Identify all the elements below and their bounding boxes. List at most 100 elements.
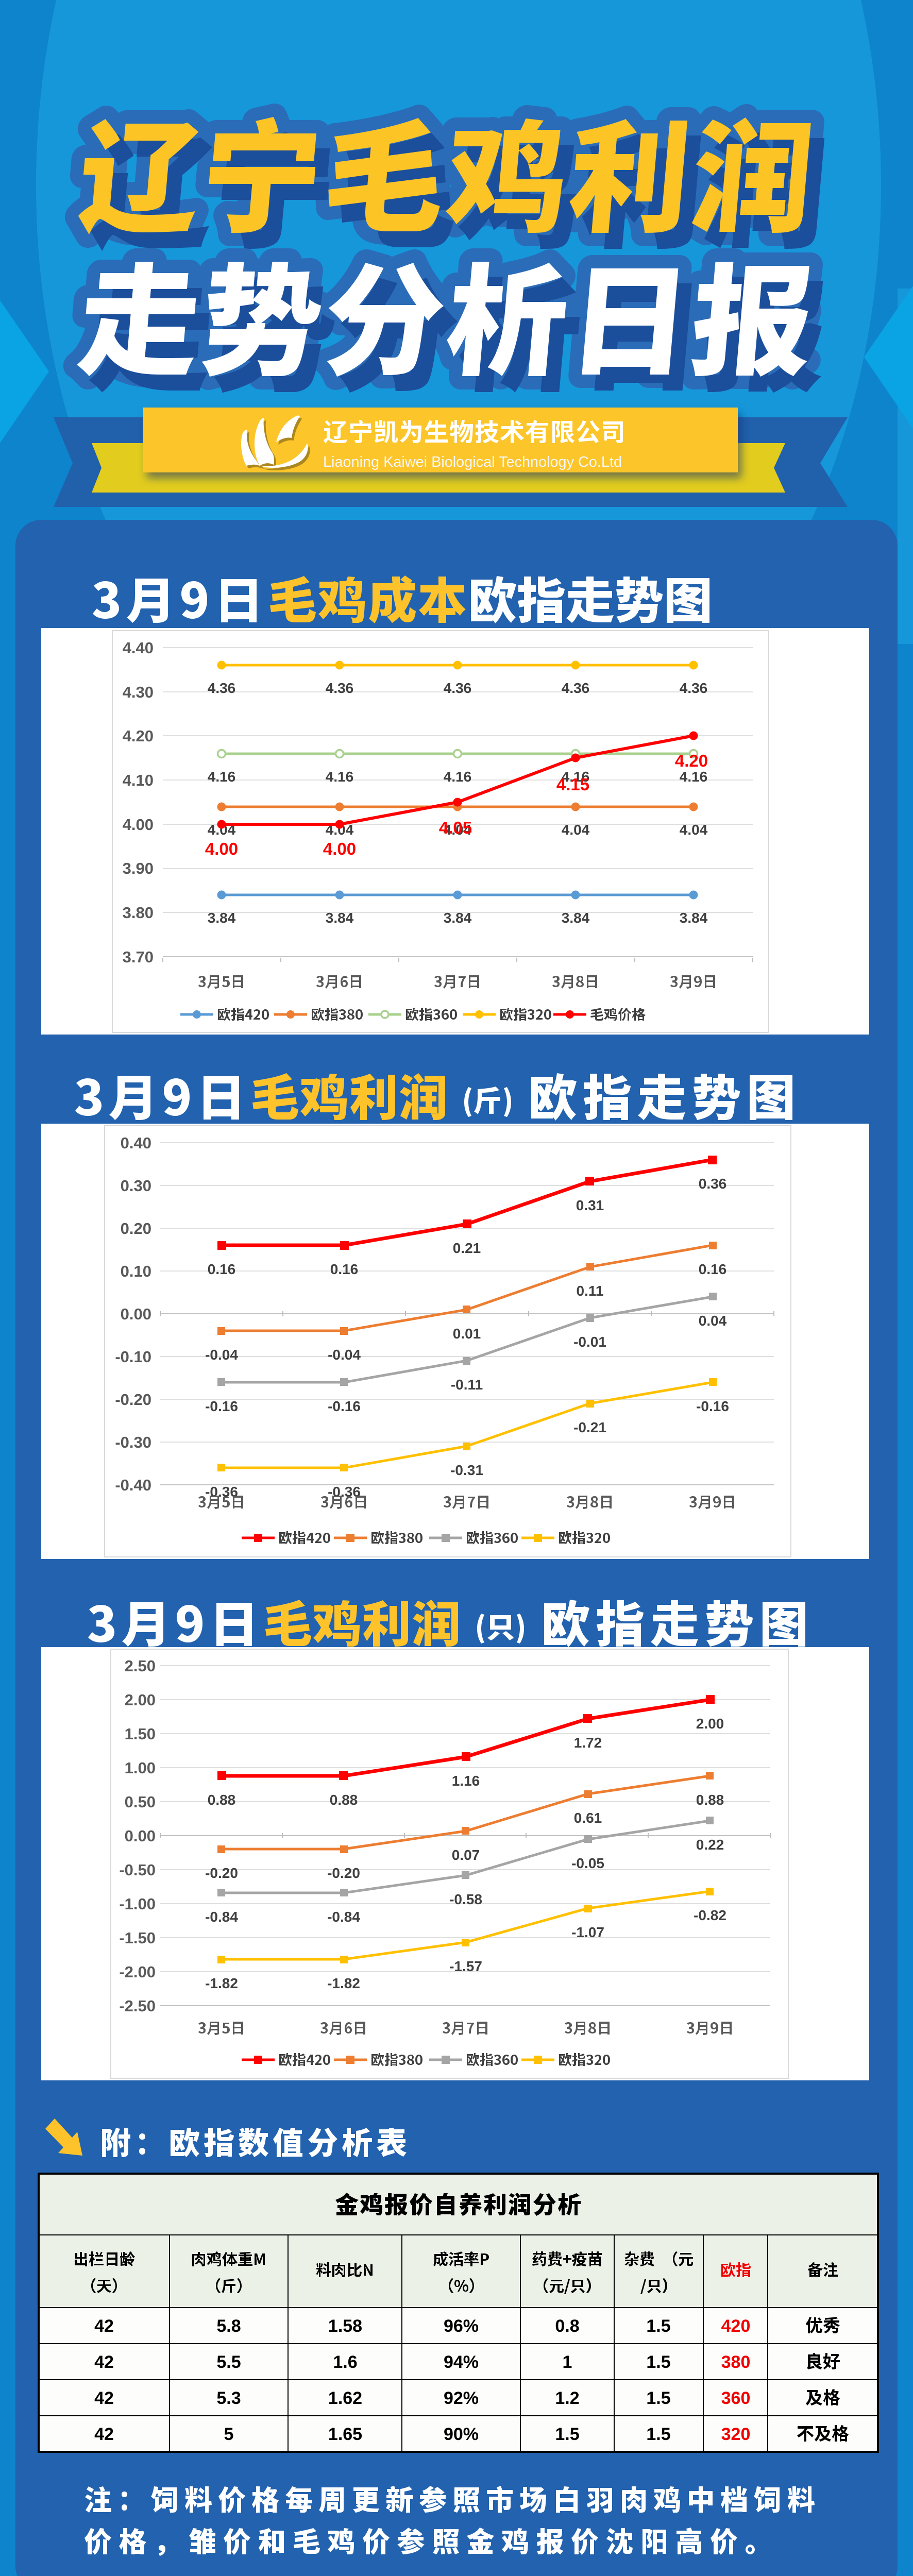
svg-text:0.00: 0.00: [125, 1827, 156, 1845]
svg-text:0.40: 0.40: [121, 1134, 151, 1152]
svg-text:1.2: 1.2: [555, 2388, 579, 2408]
svg-text:-0.16: -0.16: [328, 1398, 361, 1414]
svg-text:3.84: 3.84: [326, 910, 354, 926]
svg-text:42: 42: [94, 2425, 114, 2444]
svg-text:4.00: 4.00: [123, 816, 154, 834]
svg-text:4.36: 4.36: [444, 680, 472, 696]
svg-text:1.16: 1.16: [452, 1773, 480, 1789]
svg-text:-0.04: -0.04: [328, 1347, 361, 1363]
svg-text:0.88: 0.88: [208, 1792, 236, 1808]
svg-text:4.16: 4.16: [444, 769, 472, 785]
svg-text:42: 42: [94, 2316, 114, 2336]
svg-text:5.3: 5.3: [216, 2388, 241, 2408]
svg-text:3.70: 3.70: [123, 948, 154, 966]
svg-text:94%: 94%: [444, 2352, 479, 2372]
svg-text:-0.82: -0.82: [694, 1907, 726, 1923]
svg-text:4.16: 4.16: [208, 769, 236, 785]
svg-text:-1.82: -1.82: [327, 1975, 360, 1991]
svg-text:0.16: 0.16: [330, 1261, 359, 1277]
svg-text:0.16: 0.16: [699, 1261, 727, 1277]
svg-text:0.88: 0.88: [330, 1792, 358, 1808]
svg-text:1.72: 1.72: [574, 1735, 602, 1751]
svg-text:2.00: 2.00: [125, 1691, 156, 1709]
svg-text:4.36: 4.36: [562, 680, 590, 696]
svg-text:-0.40: -0.40: [115, 1476, 151, 1494]
svg-text:4.04: 4.04: [562, 822, 590, 838]
svg-text:4.04: 4.04: [680, 822, 708, 838]
svg-text:-0.84: -0.84: [205, 1909, 238, 1925]
svg-text:92%: 92%: [444, 2388, 479, 2408]
svg-text:4.16: 4.16: [680, 769, 708, 785]
svg-text:0.88: 0.88: [696, 1792, 724, 1808]
svg-text:3.84: 3.84: [562, 910, 590, 926]
svg-text:-0.21: -0.21: [573, 1419, 606, 1435]
svg-text:-0.50: -0.50: [119, 1861, 156, 1879]
svg-text:4.20: 4.20: [123, 727, 154, 745]
svg-text:-0.10: -0.10: [115, 1348, 151, 1366]
svg-text:-2.50: -2.50: [119, 1997, 156, 2015]
svg-text:-0.30: -0.30: [115, 1433, 151, 1451]
svg-text:320: 320: [721, 2425, 751, 2444]
svg-text:0.61: 0.61: [574, 1810, 602, 1826]
svg-text:42: 42: [94, 2388, 114, 2408]
svg-text:1.5: 1.5: [646, 2388, 670, 2408]
svg-text:-0.20: -0.20: [327, 1865, 360, 1881]
svg-text:4.30: 4.30: [123, 683, 154, 701]
svg-text:360: 360: [721, 2388, 751, 2408]
svg-text:-0.20: -0.20: [205, 1865, 238, 1881]
svg-text:0.50: 0.50: [125, 1793, 156, 1811]
svg-text:96%: 96%: [444, 2316, 479, 2336]
svg-text:3.80: 3.80: [123, 904, 154, 922]
svg-text:-2.00: -2.00: [119, 1963, 156, 1981]
svg-text:-0.11: -0.11: [451, 1377, 483, 1393]
svg-text:0.22: 0.22: [696, 1837, 724, 1853]
svg-text:-1.50: -1.50: [119, 1929, 156, 1947]
svg-text:380: 380: [721, 2352, 751, 2372]
svg-text:-1.57: -1.57: [449, 1958, 482, 1974]
svg-text:1.62: 1.62: [328, 2388, 362, 2408]
svg-text:0.00: 0.00: [121, 1305, 151, 1323]
svg-text:4.36: 4.36: [326, 680, 354, 696]
svg-text:4.20: 4.20: [675, 751, 708, 770]
svg-text:1.5: 1.5: [646, 2352, 670, 2372]
svg-text:-1.82: -1.82: [205, 1975, 238, 1991]
svg-text:0.8: 0.8: [555, 2316, 579, 2336]
svg-text:3.84: 3.84: [208, 910, 236, 926]
svg-text:4.00: 4.00: [323, 839, 356, 858]
svg-text:-0.16: -0.16: [696, 1398, 729, 1414]
svg-text:0.30: 0.30: [121, 1177, 151, 1195]
svg-text:4.10: 4.10: [123, 771, 154, 789]
svg-text:42: 42: [94, 2352, 114, 2372]
svg-text:4.36: 4.36: [680, 680, 708, 696]
svg-text:0.36: 0.36: [699, 1176, 727, 1192]
svg-text:3.84: 3.84: [680, 910, 708, 926]
svg-text:-0.01: -0.01: [573, 1334, 606, 1350]
svg-text:1.5: 1.5: [646, 2425, 670, 2444]
svg-text:1.5: 1.5: [555, 2425, 579, 2444]
svg-text:Liaoning Kaiwei Biological Tec: Liaoning Kaiwei Biological Technology Co…: [323, 454, 622, 470]
svg-text:-0.20: -0.20: [115, 1391, 151, 1409]
svg-text:1.58: 1.58: [328, 2316, 362, 2336]
svg-text:4.00: 4.00: [205, 839, 238, 858]
svg-text:1.50: 1.50: [125, 1725, 156, 1743]
svg-text:4.05: 4.05: [439, 818, 472, 837]
svg-text:5.5: 5.5: [216, 2352, 241, 2372]
svg-text:5.8: 5.8: [216, 2316, 241, 2336]
svg-text:1: 1: [563, 2352, 572, 2372]
svg-text:1.00: 1.00: [125, 1759, 156, 1777]
svg-text:0.07: 0.07: [452, 1847, 480, 1863]
svg-text:-0.84: -0.84: [327, 1909, 360, 1925]
svg-text:420: 420: [721, 2316, 751, 2336]
svg-text:-0.05: -0.05: [571, 1855, 604, 1871]
svg-text:4.36: 4.36: [208, 680, 236, 696]
svg-text:3.90: 3.90: [123, 859, 154, 877]
svg-text:2.50: 2.50: [125, 1657, 156, 1675]
svg-text:4.15: 4.15: [556, 775, 589, 794]
svg-text:0.01: 0.01: [453, 1326, 481, 1342]
svg-text:4.40: 4.40: [123, 639, 154, 657]
svg-text:-1.00: -1.00: [119, 1895, 156, 1913]
svg-text:4.16: 4.16: [326, 769, 354, 785]
svg-text:-0.04: -0.04: [205, 1347, 238, 1363]
svg-text:0.31: 0.31: [576, 1197, 604, 1213]
svg-text:4.16: 4.16: [562, 769, 590, 785]
